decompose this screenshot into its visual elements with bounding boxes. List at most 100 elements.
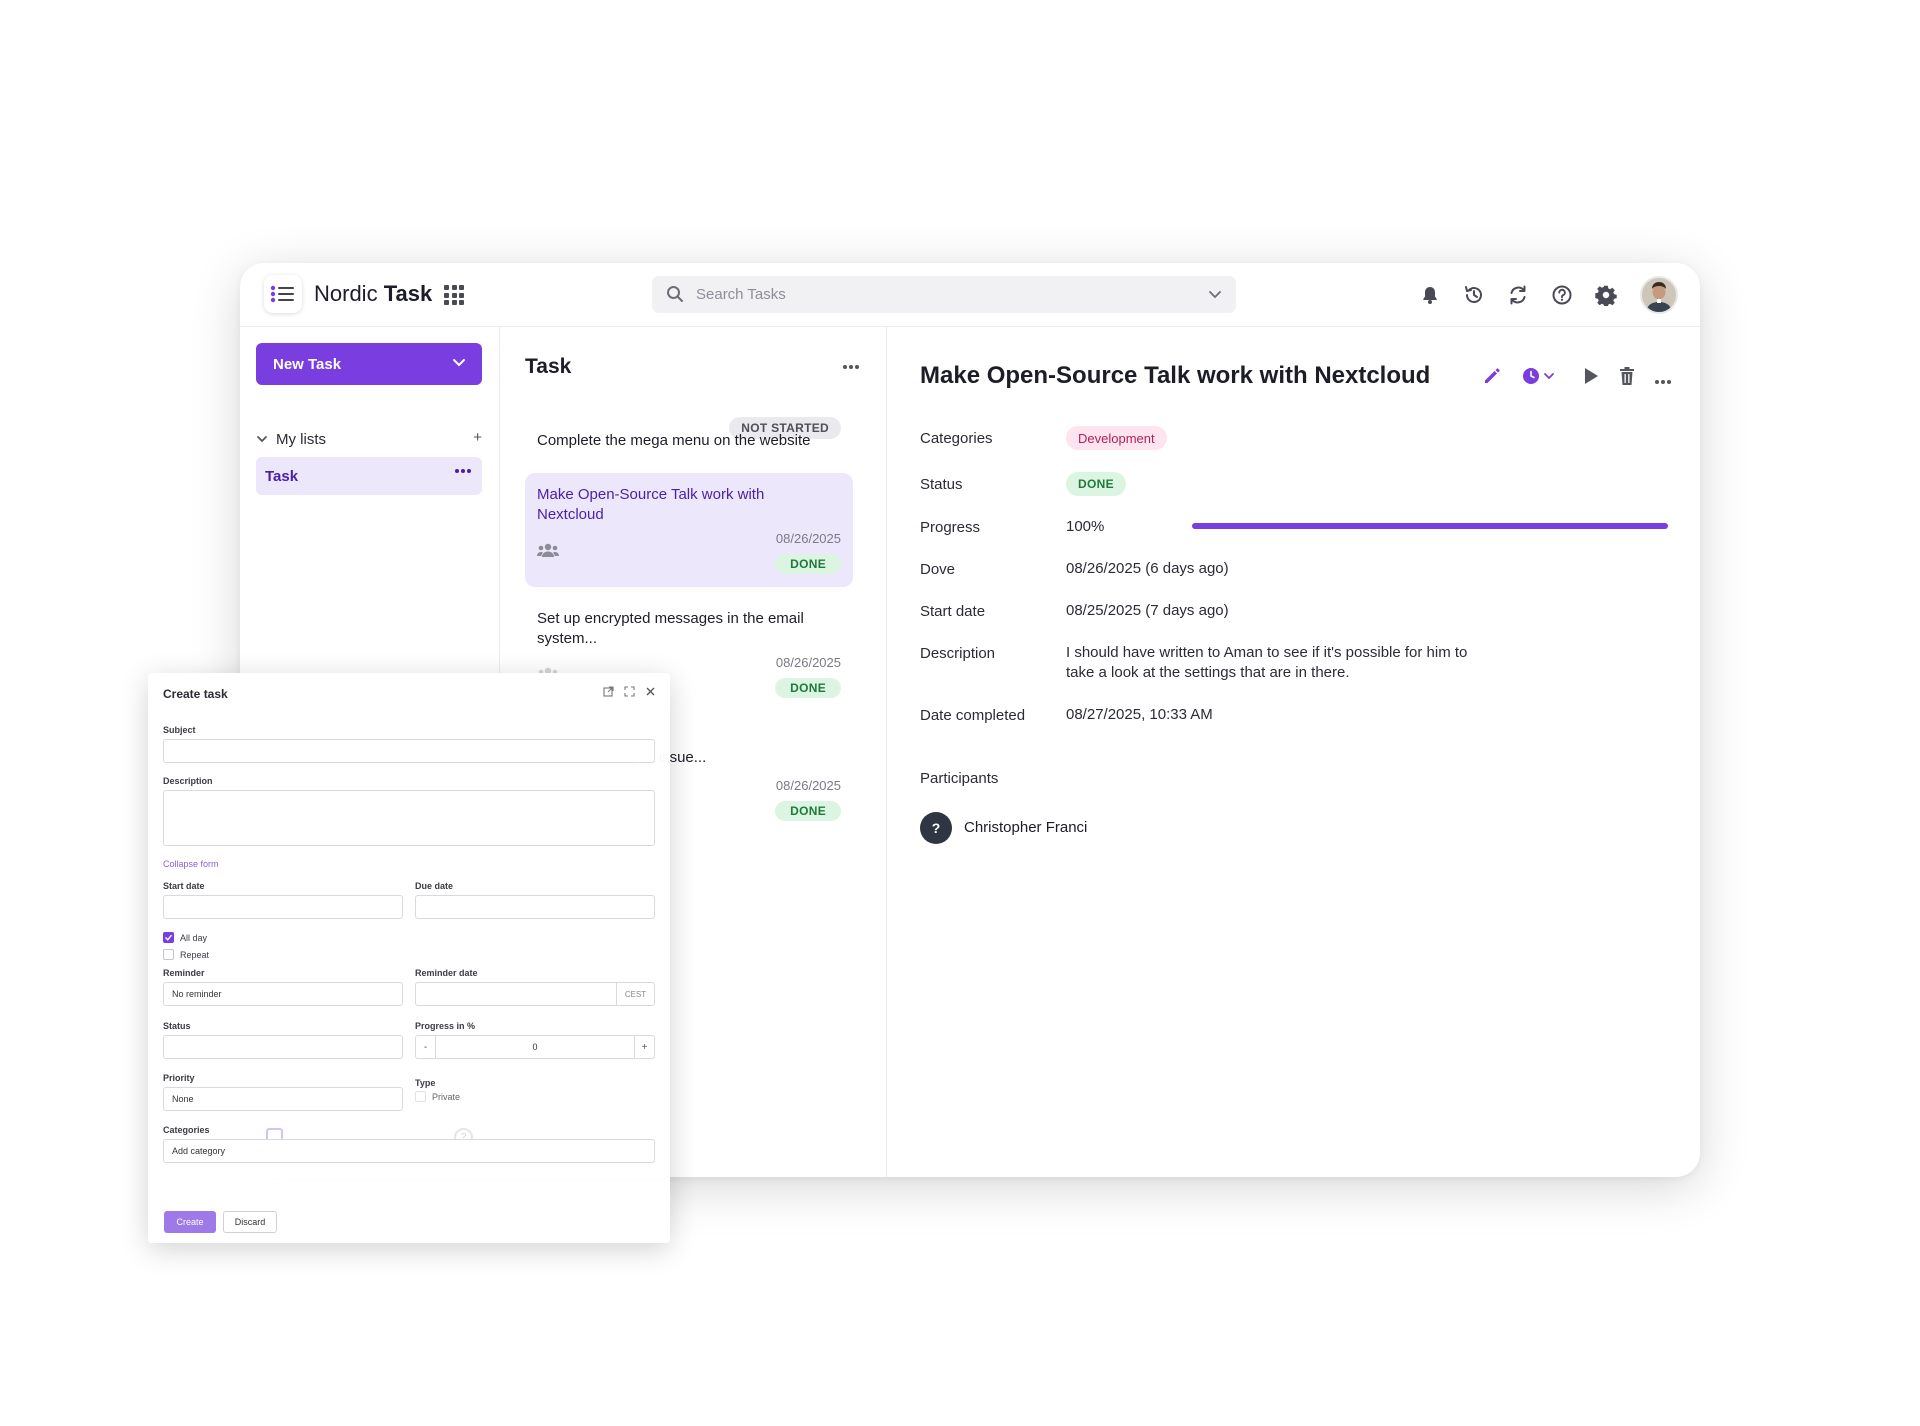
progress-bar-fill: [1192, 523, 1668, 529]
people-icon: [537, 543, 559, 557]
task-date: 08/26/2025: [775, 531, 841, 546]
status-badge: DONE: [775, 678, 841, 698]
trash-icon[interactable]: [1618, 365, 1636, 387]
start-date-input[interactable]: [163, 895, 403, 919]
date-completed-value: 08/27/2025, 10:33 AM: [1066, 706, 1213, 723]
task-title: Complete the mega menu on the website: [537, 432, 811, 449]
progress-label: Progress in %: [415, 1021, 476, 1031]
sidebar: New Task My lists + Task: [240, 327, 500, 1177]
task-title: Set up encrypted messages in the email s…: [537, 610, 804, 647]
category-badge[interactable]: Development: [1066, 426, 1167, 450]
due-date-input[interactable]: [415, 895, 655, 919]
task-item-selected[interactable]: Make Open-Source Talk work with Nextclou…: [525, 473, 853, 587]
categories-input[interactable]: Add category: [163, 1139, 655, 1163]
sync-icon[interactable]: [1506, 283, 1530, 307]
more-icon[interactable]: [1654, 371, 1672, 393]
progress-bar: [1192, 523, 1668, 529]
new-task-button[interactable]: New Task: [256, 343, 482, 385]
clock-icon: [1523, 368, 1539, 384]
type-label: Type: [415, 1078, 436, 1088]
status-badge: DONE: [775, 554, 841, 574]
reminder-select[interactable]: No reminder: [163, 982, 403, 1006]
task-date: 08/26/2025: [775, 778, 841, 793]
open-external-icon[interactable]: [603, 686, 614, 697]
task-details-panel: Make Open-Source Talk work with Nextclou…: [888, 327, 1700, 1177]
timezone-label: CEST: [616, 983, 654, 1005]
task-item[interactable]: NOT STARTED Complete the mega menu on th…: [525, 417, 853, 467]
more-icon[interactable]: [454, 468, 472, 474]
progress-value: 100%: [1066, 518, 1105, 535]
private-checkbox[interactable]: Private: [415, 1091, 460, 1102]
subject-label: Subject: [163, 725, 196, 735]
decrement-button[interactable]: -: [416, 1036, 436, 1058]
reminder-label: Reminder: [163, 968, 205, 978]
dove-label: Dove: [920, 561, 956, 578]
description-label: Description: [920, 645, 996, 662]
task-title: Make Open-Source Talk work with Nextclou…: [537, 486, 765, 523]
chevron-down-icon[interactable]: [1208, 288, 1222, 302]
create-task-dialog: Create task Subject Description Collapse…: [148, 673, 670, 1243]
increment-button[interactable]: +: [634, 1036, 654, 1058]
progress-label: Progress: [920, 519, 981, 536]
new-task-label: New Task: [273, 355, 342, 373]
help-icon[interactable]: [1550, 283, 1574, 307]
description-value: I should have written to Aman to see if …: [1066, 644, 1468, 681]
reminder-date-input[interactable]: CEST: [415, 982, 655, 1006]
collapse-form-link[interactable]: Collapse form: [163, 859, 219, 869]
start-date-value: 08/25/2025 (7 days ago): [1066, 602, 1229, 619]
sidebar-item-label: Task: [265, 467, 299, 485]
repeat-checkbox[interactable]: Repeat: [163, 949, 209, 960]
date-completed-label: Date completed: [920, 707, 1026, 724]
discard-button[interactable]: Discard: [223, 1211, 277, 1233]
play-icon[interactable]: [1582, 365, 1600, 387]
categories-label: Categories: [920, 430, 993, 447]
description-textarea[interactable]: [163, 790, 655, 846]
reminder-date-label: Reminder date: [415, 968, 478, 978]
expand-icon[interactable]: [624, 686, 635, 697]
bell-icon[interactable]: [1418, 283, 1442, 307]
subject-input[interactable]: [163, 739, 655, 763]
app-name: Nordic Task: [314, 281, 433, 306]
due-date-label: Due date: [415, 881, 454, 891]
checkbox-checked[interactable]: [163, 932, 174, 943]
start-date-label: Start date: [163, 881, 205, 891]
task-date: 08/26/2025: [775, 655, 841, 670]
top-bar: Nordic Task: [240, 263, 1700, 327]
edit-icon[interactable]: [1482, 365, 1502, 387]
all-day-checkbox[interactable]: All day: [163, 932, 207, 943]
status-select[interactable]: [163, 1035, 403, 1059]
gear-icon[interactable]: [1594, 283, 1618, 307]
checkbox-unchecked[interactable]: [415, 1091, 426, 1102]
priority-label: Priority: [163, 1073, 195, 1083]
progress-input[interactable]: 0: [532, 1042, 538, 1052]
time-tracking-dropdown[interactable]: [1522, 365, 1555, 387]
progress-stepper[interactable]: - 0 +: [415, 1035, 655, 1059]
close-icon[interactable]: [645, 686, 656, 697]
all-day-label: All day: [180, 932, 208, 943]
history-icon[interactable]: [1462, 283, 1486, 307]
status-badge: DONE: [775, 801, 841, 821]
status-badge[interactable]: DONE: [1066, 472, 1126, 496]
app-grid-icon[interactable]: [444, 285, 464, 305]
user-avatar[interactable]: [1640, 276, 1678, 314]
task-detail-title: Make Open-Source Talk work with Nextclou…: [920, 362, 1431, 389]
add-list-button[interactable]: +: [473, 429, 482, 446]
search-input[interactable]: [696, 276, 1176, 313]
chevron-down-icon[interactable]: [452, 356, 466, 370]
repeat-label: Repeat: [180, 949, 210, 960]
start-date-label: Start date: [920, 603, 986, 620]
chevron-down-icon[interactable]: [256, 433, 268, 445]
my-lists-label: My lists: [276, 430, 326, 448]
priority-select[interactable]: None: [163, 1087, 403, 1111]
status-label: Status: [920, 476, 963, 493]
participant-avatar: ?: [920, 812, 952, 844]
status-label: Status: [163, 1021, 191, 1031]
my-lists-header[interactable]: My lists +: [256, 429, 482, 449]
sidebar-item-task[interactable]: Task: [256, 457, 482, 495]
app-logo-icon[interactable]: [264, 275, 302, 313]
categories-label: Categories: [163, 1125, 210, 1135]
more-icon[interactable]: [842, 364, 860, 370]
checkbox-unchecked[interactable]: [163, 949, 174, 960]
search-bar: [652, 276, 1236, 313]
create-button[interactable]: Create: [164, 1211, 216, 1233]
